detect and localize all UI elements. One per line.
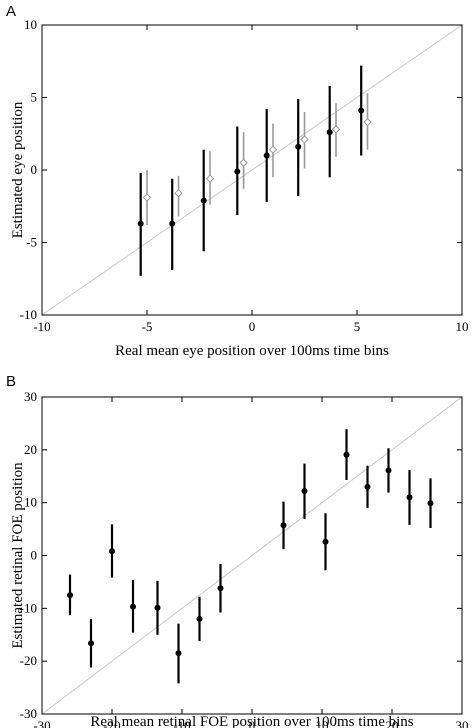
x-tick-label: -10 [173,718,190,728]
data-point-diamond [331,125,341,134]
data-point [326,129,333,136]
x-tick-label: 20 [386,718,399,728]
series-filled-circle [67,429,434,684]
y-tick-label: 5 [31,90,38,105]
series-open-diamond [142,93,372,226]
y-tick-label: 0 [31,548,38,563]
series-filled-circle [137,65,365,276]
x-tick-label: -30 [33,718,50,728]
y-axis-label: Estimated eye position [10,101,26,238]
y-tick-label: 10 [24,495,37,510]
x-tick-label: 0 [249,718,256,728]
data-point [427,500,434,507]
data-point [175,650,182,657]
y-tick-label: 0 [31,162,38,177]
x-tick-label: 30 [456,718,469,728]
x-tick-label: -20 [103,718,120,728]
data-point [406,494,413,501]
data-point-diamond [268,145,278,154]
data-point [137,220,144,227]
data-point-diamond [363,117,372,127]
data-point-diamond [142,193,152,202]
panel-letter: A [6,3,16,20]
data-point [263,152,270,159]
panel-a: A -10 -5 0 5 10 -10 -5 0 5 10 Real mean eye positio… [6,3,469,359]
data-point [109,548,115,555]
data-point-diamond [174,188,183,198]
data-point-diamond [239,158,248,167]
x-tick-label: -10 [33,319,50,334]
data-point [301,488,308,495]
x-tick-label: 10 [316,718,329,728]
x-tick-label: 0 [249,319,256,334]
data-point [67,592,73,599]
data-point [322,538,329,545]
data-point [280,522,287,529]
data-point [364,483,371,490]
y-axis-label: Estimated retinal FOE position [10,462,26,649]
y-tick-label: 20 [24,442,37,457]
data-point [295,143,302,150]
data-point [130,603,136,610]
identity-line [41,396,463,715]
y-tick-label: -5 [26,235,37,250]
data-point [196,615,203,622]
data-point [343,451,350,458]
x-tick-label: 5 [354,319,361,334]
data-point [217,585,224,592]
identity-line [41,24,463,316]
x-axis-label: Real mean eye position over 100ms time b… [115,343,389,359]
data-point [200,197,207,204]
data-point-diamond [205,174,215,183]
data-point [154,604,161,611]
y-tick-label: -10 [20,600,37,615]
x-tick-label: -5 [142,319,153,334]
y-tick-label: -20 [20,653,37,668]
data-point [234,168,241,175]
panel-b: B -30 -20 -10 0 10 20 30 -30 -20 -10 0 10 20 30 Real me… [0,364,474,728]
y-tick-label: -30 [20,706,37,721]
chart-a: A -10 -5 0 5 10 -10 -5 0 5 10 Real mean eye positio… [6,3,469,359]
x-tick-label: 10 [456,319,469,334]
y-tick-label: -10 [20,307,37,322]
data-point [385,467,392,474]
y-tick-label: 30 [24,389,37,404]
data-point [169,220,176,227]
data-point-diamond [300,135,309,144]
panel-letter: B [6,373,16,390]
data-point [358,107,365,114]
y-tick-label: 10 [24,17,37,32]
x-axis-label: Real mean retinal FOE position over 100m… [90,714,413,728]
data-point [88,640,94,647]
